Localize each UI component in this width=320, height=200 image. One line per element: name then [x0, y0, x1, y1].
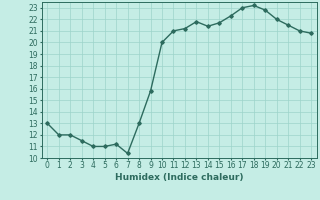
X-axis label: Humidex (Indice chaleur): Humidex (Indice chaleur) [115, 173, 244, 182]
